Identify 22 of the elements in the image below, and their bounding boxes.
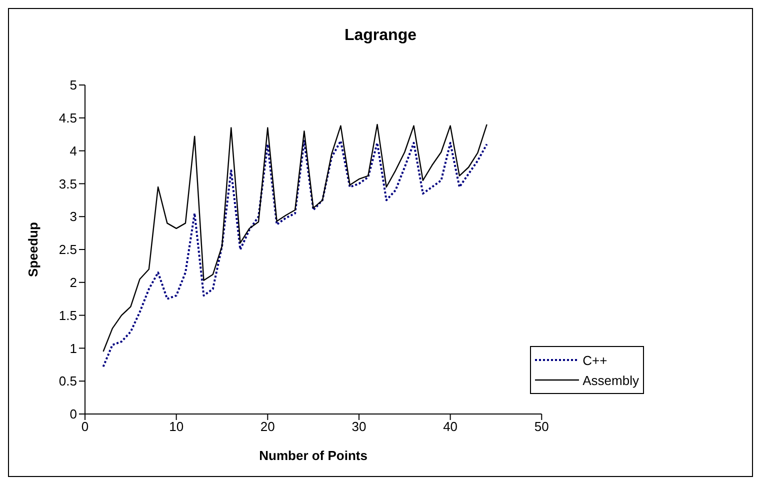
x-tick-label: 10 (169, 419, 184, 434)
y-tick-label: 1.5 (58, 308, 77, 323)
y-tick-label: 1 (70, 340, 77, 356)
y-tick-label: 0.5 (58, 374, 77, 389)
y-tick-label: 3 (70, 209, 77, 224)
x-tick-label: 20 (260, 419, 275, 434)
chart-title: Lagrange (343, 27, 418, 45)
y-axis-title: Speedup (26, 222, 41, 277)
y-tick-label: 5 (70, 78, 77, 93)
y-tick-label: 4 (70, 143, 77, 158)
x-axis-title: Number of Points (259, 448, 368, 463)
legend-label: Assembly (582, 372, 639, 388)
y-tick-label: 3.5 (58, 176, 77, 192)
x-tick-label: 0 (81, 419, 89, 434)
legend-label: C++ (582, 352, 608, 368)
y-tick-label: 4.5 (58, 110, 77, 126)
x-tick-label: 30 (352, 419, 366, 434)
x-tick-label: 40 (443, 419, 458, 434)
y-tick-label: 2 (70, 275, 77, 290)
y-tick-label: 0 (70, 406, 77, 422)
x-tick-label: 50 (534, 419, 549, 434)
y-tick-label: 2.5 (58, 242, 77, 258)
